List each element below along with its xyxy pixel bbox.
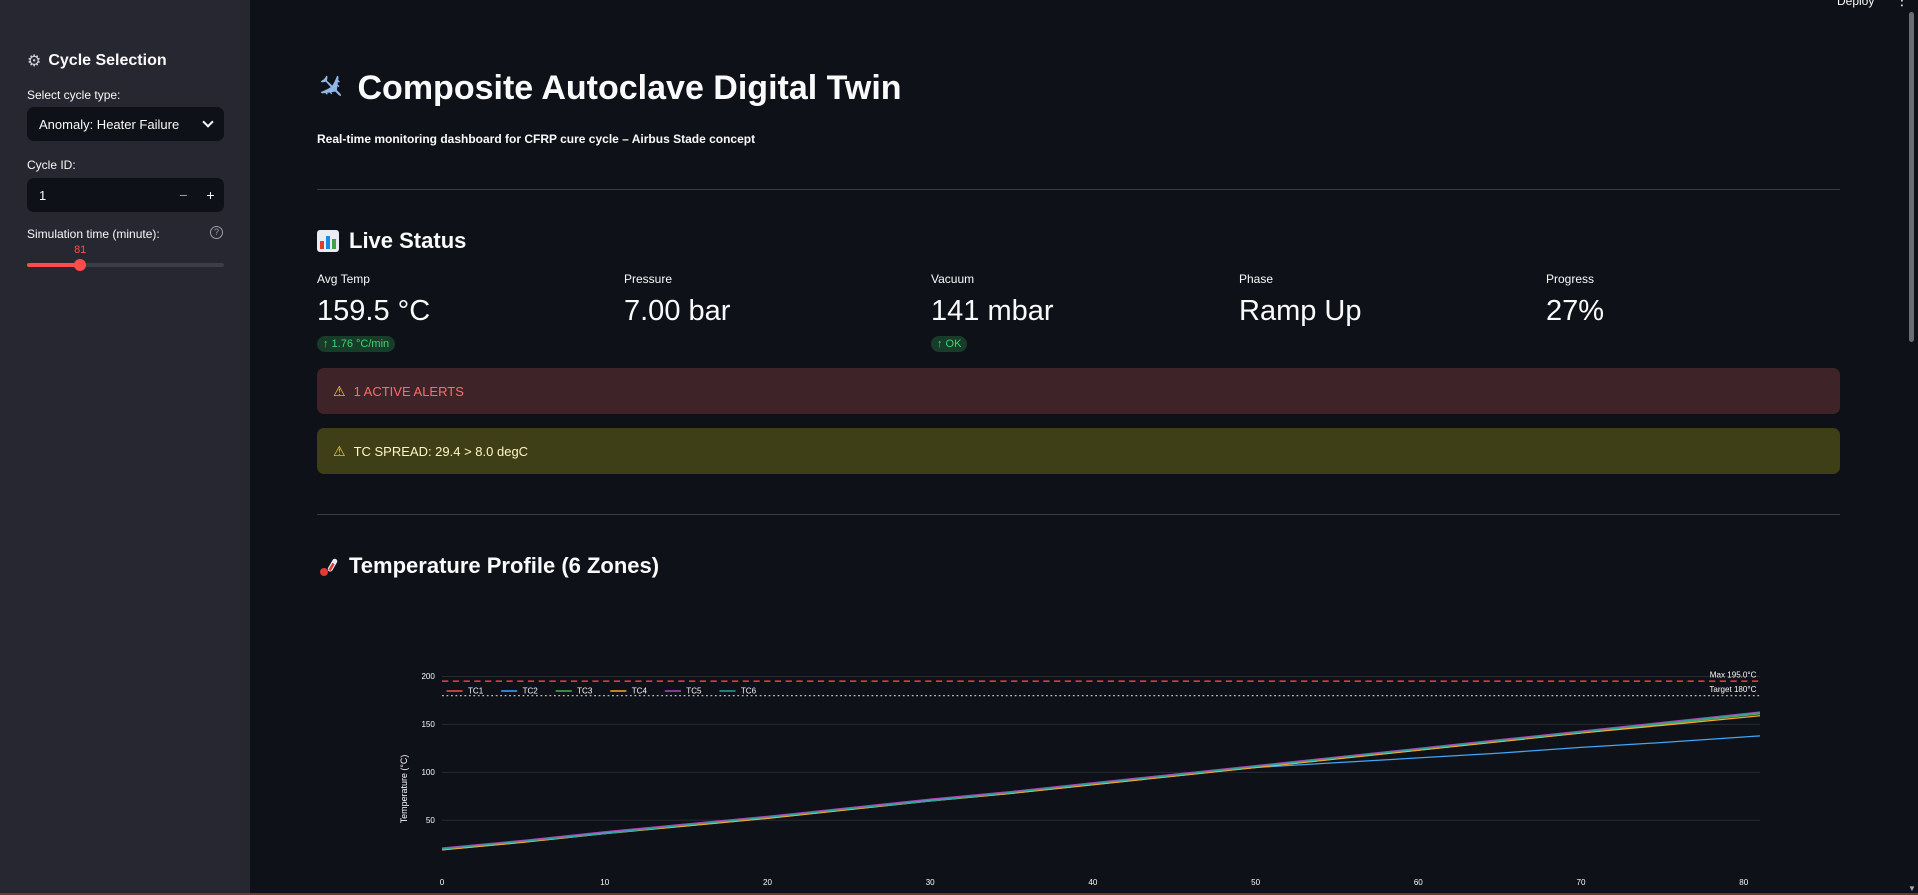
cycle-id-stepper[interactable]: 1 − +	[27, 178, 224, 212]
slider-handle[interactable]	[74, 259, 87, 271]
live-status-heading: Live Status	[317, 228, 466, 254]
y-tick-label: 200	[421, 672, 435, 681]
x-tick-label: 80	[1739, 878, 1748, 887]
legend-item: TC6	[741, 687, 757, 696]
metric-value: 141 mbar	[931, 295, 1054, 327]
active-alerts-banner: ⚠ 1 ACTIVE ALERTS	[317, 368, 1840, 414]
legend-item: TC4	[632, 687, 648, 696]
page-subtitle: Real-time monitoring dashboard for CFRP …	[317, 132, 756, 146]
deploy-button[interactable]: Deploy	[1837, 0, 1875, 8]
metric-value: Ramp Up	[1239, 295, 1362, 327]
series-line-tc2	[441, 735, 1761, 850]
metric-avg-temp: Avg Temp 159.5 °C ↑ 1.76 °C/min	[317, 272, 430, 352]
series-line-tc5	[441, 711, 1761, 849]
x-tick-label: 70	[1577, 878, 1586, 887]
temperature-profile-heading: Temperature Profile (6 Zones)	[317, 553, 659, 579]
bar-chart-icon	[317, 230, 339, 252]
temperature-chart-svg: 50 100 150 200 0 10 20 30 40 50 60 70 80 Temperature …	[399, 671, 1761, 895]
main-menu-icon[interactable]: ⋮	[1895, 0, 1909, 8]
legend-item: TC2	[523, 687, 539, 696]
metric-pressure: Pressure 7.00 bar	[624, 272, 730, 328]
metric-value: 27%	[1546, 295, 1605, 327]
y-axis-label: Temperature (°C)	[399, 755, 409, 824]
metric-vacuum: Vacuum 141 mbar ↑ OK	[931, 272, 1054, 352]
reference-line-label: Max 195.0°C	[1710, 671, 1757, 680]
scroll-down-icon[interactable]: ▼	[1908, 884, 1916, 893]
metric-phase: Phase Ramp Up	[1239, 272, 1362, 328]
x-tick-label: 30	[926, 878, 935, 887]
alert-item: ⚠ TC SPREAD: 29.4 > 8.0 degC	[317, 428, 1840, 474]
active-alerts-text: 1 ACTIVE ALERTS	[353, 383, 464, 399]
metric-label: Vacuum	[931, 272, 975, 286]
page-title: ✈ Composite Autoclave Digital Twin	[308, 64, 902, 111]
airplane-icon: ✈	[307, 64, 355, 112]
alert-item-text: TC SPREAD: 29.4 > 8.0 degC	[353, 443, 529, 459]
increment-button[interactable]: +	[206, 187, 215, 203]
live-status-heading-text: Live Status	[349, 228, 467, 253]
sidebar-title: ⚙ Cycle Selection	[27, 51, 167, 71]
sidebar-title-text: Cycle Selection	[48, 52, 167, 69]
metric-label: Pressure	[624, 272, 673, 286]
x-tick-label: 60	[1414, 878, 1423, 887]
sidebar: ⚙ Cycle Selection Select cycle type: Ano…	[0, 0, 250, 895]
metric-value: 7.00 bar	[624, 295, 731, 327]
metric-progress: Progress 27%	[1546, 272, 1604, 328]
metric-value: 159.5 °C	[317, 295, 431, 327]
y-tick-label: 50	[426, 816, 435, 825]
metric-label: Progress	[1546, 272, 1595, 286]
divider	[317, 189, 1840, 190]
legend-item: TC3	[577, 687, 593, 696]
legend-item: TC1	[468, 687, 484, 696]
x-tick-label: 20	[763, 878, 772, 887]
x-tick-label: 50	[1251, 878, 1260, 887]
sim-time-slider[interactable]	[27, 259, 224, 271]
cycle-type-select[interactable]: Anomaly: Heater Failure	[27, 107, 224, 141]
x-tick-label: 0	[440, 878, 445, 887]
cycle-type-value: Anomaly: Heater Failure	[39, 116, 180, 132]
bottom-edge	[0, 893, 1918, 895]
scrollbar-thumb[interactable]	[1909, 12, 1914, 342]
sim-time-label: Simulation time (minute):	[27, 227, 160, 241]
slider-fill	[27, 263, 81, 267]
warning-icon: ⚠	[333, 382, 346, 399]
series-line-tc6	[441, 712, 1761, 850]
y-tick-label: 100	[421, 768, 435, 777]
divider	[317, 514, 1840, 515]
temperature-chart: 50 100 150 200 0 10 20 30 40 50 60 70 80 Temperature …	[310, 640, 1850, 895]
page-title-text: Composite Autoclave Digital Twin	[357, 68, 902, 107]
gear-icon: ⚙	[27, 53, 42, 70]
help-icon[interactable]: ?	[210, 226, 223, 239]
temperature-profile-heading-text: Temperature Profile (6 Zones)	[349, 553, 660, 578]
series-line-tc4	[441, 715, 1761, 851]
x-tick-label: 10	[600, 878, 609, 887]
metric-delta: ↑ OK	[931, 336, 968, 352]
warning-icon: ⚠	[333, 442, 346, 459]
cycle-id-input[interactable]: 1	[39, 187, 47, 203]
thermometer-icon	[317, 555, 339, 577]
metric-label: Avg Temp	[317, 272, 370, 286]
legend-item: TC5	[686, 687, 702, 696]
metric-label: Phase	[1239, 272, 1274, 286]
decrement-button[interactable]: −	[179, 187, 188, 203]
chevron-down-icon	[202, 116, 214, 128]
y-tick-label: 150	[421, 720, 435, 729]
reference-line-label: Target 180°C	[1709, 685, 1756, 694]
cycle-type-label: Select cycle type:	[27, 88, 121, 102]
cycle-id-label: Cycle ID:	[27, 158, 76, 172]
sim-time-value: 81	[74, 244, 87, 256]
x-tick-label: 40	[1088, 878, 1097, 887]
metric-delta: ↑ 1.76 °C/min	[317, 336, 396, 352]
